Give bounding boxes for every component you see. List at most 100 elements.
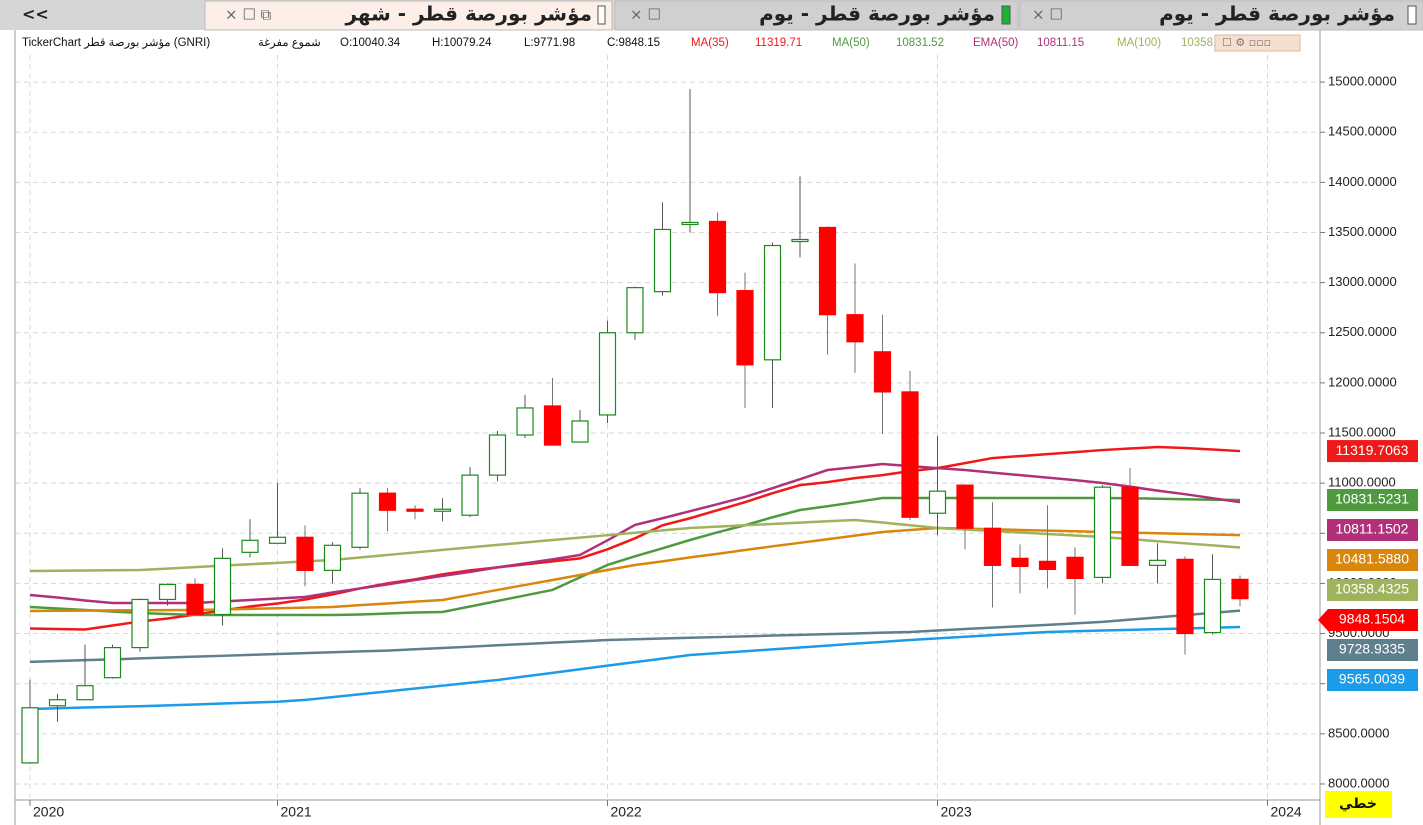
legend-value: 10811.15	[1037, 37, 1084, 49]
symbol: TickerChart مؤشر بورصة قطر (GNRI)	[22, 36, 210, 49]
y-tick-label: 11500.0000	[1328, 424, 1396, 439]
candle-body	[186, 583, 204, 616]
price-box	[1327, 638, 1418, 661]
candle-body	[48, 699, 67, 707]
price-label: 10358.4325	[1335, 581, 1409, 597]
candle-body	[433, 508, 452, 512]
candle-body	[708, 220, 727, 294]
y-tick-label: 15000.0000	[1328, 74, 1397, 89]
ohlc-value: C:9848.15	[607, 37, 660, 49]
candle-body	[1121, 486, 1139, 566]
candle-body	[323, 544, 342, 571]
price-label: 9848.1504	[1339, 611, 1405, 627]
ohlc-value: L:9771.98	[524, 37, 575, 49]
candle-body	[653, 228, 672, 293]
candle-body	[928, 490, 947, 514]
price-label: 10481.5880	[1335, 551, 1409, 567]
mode-label[interactable]: خطي	[1339, 796, 1377, 812]
candle-body	[1093, 486, 1112, 579]
y-tick-label: 14000.0000	[1328, 174, 1397, 189]
price-label: 11319.7063	[1336, 442, 1409, 458]
candle-body	[956, 484, 974, 529]
price-label: 9565.0039	[1339, 671, 1405, 687]
plot: 8000.00008500.00009000.00009500.00001000…	[15, 55, 1397, 820]
candle-body	[103, 646, 122, 679]
indicator-line	[29, 462, 1241, 605]
indicator-line	[29, 609, 1241, 664]
candle-body	[571, 420, 589, 443]
legend-name: MA(35)	[691, 37, 729, 49]
candle-body	[461, 474, 479, 516]
tab[interactable]	[204, 0, 613, 31]
y-tick-label: 12500.0000	[1328, 324, 1397, 339]
indicator-line	[29, 496, 1241, 617]
candle-body	[76, 685, 94, 701]
tab-title[interactable]: مؤشر بورصة قطر - شهر	[344, 2, 592, 26]
candle-body	[681, 221, 699, 226]
legend-value: 10831.52	[896, 37, 944, 49]
tab-icon	[1001, 5, 1011, 25]
candle-body	[1038, 560, 1057, 570]
tab[interactable]	[614, 0, 1019, 31]
price-label: 9728.9335	[1339, 641, 1405, 657]
candle-body	[131, 598, 149, 649]
candle-body	[791, 238, 809, 243]
y-tick-label: 8500.0000	[1328, 725, 1389, 740]
price-label: 10831.5231	[1335, 491, 1409, 507]
control-icons[interactable]: ☐ ⚙ ▫▫▫	[1222, 36, 1271, 49]
candle-body	[213, 557, 232, 616]
candle-body	[351, 492, 369, 548]
candle-body	[1203, 578, 1222, 634]
candle-body	[1231, 578, 1249, 600]
tab-icon	[597, 5, 606, 25]
candle-body	[1066, 556, 1084, 580]
x-tick-label: 2023	[941, 804, 972, 820]
indicator-line	[29, 625, 1241, 711]
legend-name: EMA(50)	[973, 37, 1019, 49]
x-tick-label: 2021	[281, 804, 312, 820]
indicator-line	[29, 518, 1241, 573]
candle-body	[736, 290, 754, 366]
tab-title[interactable]: مؤشر بورصة قطر - يوم	[759, 2, 995, 26]
candle-body	[846, 314, 864, 343]
tab-close[interactable]: × ☐	[1032, 6, 1063, 24]
price-box	[1327, 548, 1418, 571]
candle-body	[158, 583, 177, 601]
candle-body	[818, 226, 837, 316]
candle-body	[1148, 559, 1167, 566]
ohlc-value: O:10040.34	[340, 37, 401, 49]
collapse-button[interactable]: <<	[22, 5, 49, 24]
x-tick-label: 2020	[33, 804, 64, 820]
price-label: 10811.1502	[1336, 521, 1409, 537]
price-box	[1327, 440, 1418, 463]
x-tick-label: 2022	[611, 804, 642, 820]
candle-body	[901, 391, 919, 518]
candle-body	[406, 508, 424, 512]
candle-body	[598, 332, 617, 416]
tab-title[interactable]: مؤشر بورصة قطر - يوم	[1159, 2, 1395, 26]
candle-body	[268, 536, 287, 544]
mode-button[interactable]	[1325, 791, 1392, 818]
candle-body	[983, 527, 1002, 566]
indicator-line	[29, 526, 1241, 613]
info-bar: O:10040.34 H:10079.24 L:9771.98 C:9848.15 MA…	[340, 37, 1229, 49]
tab-icon	[1407, 5, 1417, 25]
tab-close[interactable]: × ☐ ⧉	[225, 6, 272, 24]
price-box	[1327, 578, 1418, 601]
candle-body	[1011, 557, 1029, 567]
legend-value: 11319.71	[755, 37, 802, 49]
tab-close[interactable]: × ☐	[630, 6, 661, 24]
candle-body	[543, 405, 562, 446]
candle-body	[488, 434, 507, 476]
ohlc-value: H:10079.24	[432, 37, 492, 49]
candle-body	[873, 351, 892, 393]
price-box	[1327, 518, 1418, 541]
legend-name: MA(100)	[1117, 37, 1161, 49]
tab[interactable]	[1019, 0, 1423, 31]
candle-body	[21, 707, 39, 764]
candle-body	[1176, 558, 1194, 635]
candle-body	[241, 539, 259, 553]
candle-body	[626, 287, 644, 334]
chart-controls[interactable]	[1214, 34, 1301, 52]
